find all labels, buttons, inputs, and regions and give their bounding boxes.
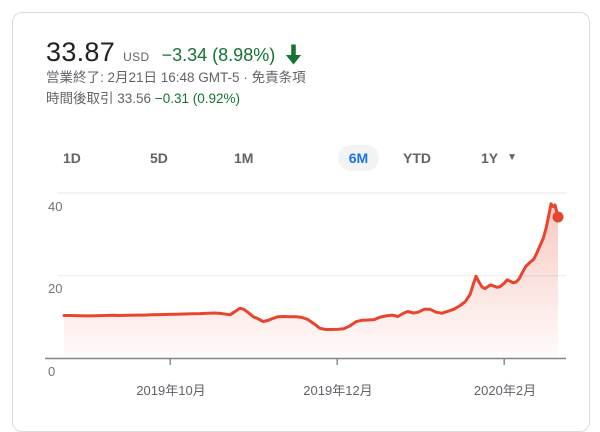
after-hours-price: 33.56 [117, 91, 152, 106]
currency-label: USD [123, 50, 150, 64]
after-hours-label: 時間後取引 [46, 91, 114, 106]
after-hours-line: 時間後取引 33.56 −0.31 (0.92%) [46, 88, 240, 109]
tab-1y-label: 1Y [481, 150, 499, 166]
tab-1d[interactable]: 1D [63, 150, 81, 166]
chevron-down-icon: ▼ [507, 151, 518, 163]
x-axis-label-dec2019: 2019年12月 [303, 383, 373, 398]
tab-ytd[interactable]: YTD [403, 150, 431, 166]
tab-5d[interactable]: 5D [150, 150, 168, 166]
tab-6m-label: 6M [348, 150, 369, 166]
tab-1m[interactable]: 1M [234, 150, 254, 166]
price-change: −3.34 (8.98%) [161, 45, 276, 65]
tab-6m-selected[interactable]: 6M [338, 145, 379, 171]
chart-end-dot [552, 211, 564, 223]
chart-line [62, 202, 560, 331]
market-status-line: 営業終了: 2月21日 16:48 GMT-5 · 免責条項 [46, 67, 306, 88]
chart-area-fill [64, 203, 558, 359]
current-price: 33.87 [46, 37, 116, 67]
y-axis-label-20: 20 [48, 281, 63, 296]
price-row: 33.87 USD −3.34 (8.98%) [46, 37, 303, 68]
disclaimer-link[interactable]: 免責条項 [251, 70, 306, 85]
x-axis-label-oct2019: 2019年10月 [136, 383, 206, 398]
down-arrow-icon [284, 43, 303, 71]
stock-quote-card: 33.87 USD −3.34 (8.98%) 営業終了: 2月21日 16:4… [12, 12, 590, 432]
x-axis-label-feb2020: 2020年2月 [473, 383, 537, 398]
after-hours-change: −0.31 (0.92%) [154, 91, 241, 106]
y-axis-label-40: 40 [48, 199, 63, 214]
market-status-text: 営業終了: 2月21日 16:48 GMT-5 · [46, 70, 248, 85]
tab-1y[interactable]: 1Y ▼ [481, 150, 517, 166]
y-axis-label-0: 0 [48, 364, 56, 379]
price-chart[interactable] [0, 0, 600, 408]
x-axis-ticks [169, 358, 505, 365]
